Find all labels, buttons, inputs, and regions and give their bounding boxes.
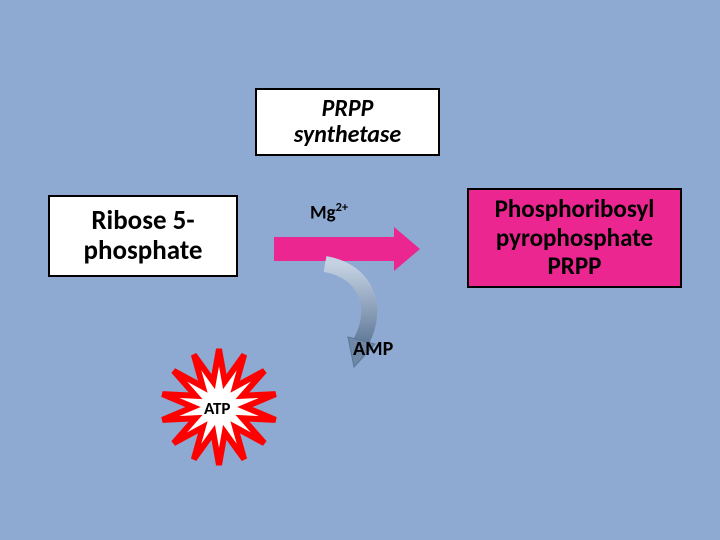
enzyme-label: PRPPsynthetase <box>294 96 401 149</box>
mg-base: Mg <box>310 201 336 224</box>
amp-label: AMP <box>353 337 393 361</box>
curved-arrow-path <box>325 264 369 347</box>
product-box: PhosphoribosylpyrophosphatePRPP <box>467 188 682 288</box>
product-label: PhosphoribosylpyrophosphatePRPP <box>495 195 655 281</box>
substrate-label: Ribose 5-phosphate <box>84 206 203 265</box>
substrate-box: Ribose 5-phosphate <box>48 195 238 277</box>
mg-cofactor-label: Mg2+ <box>310 200 348 224</box>
mg-sup: 2+ <box>336 200 348 215</box>
enzyme-box: PRPPsynthetase <box>255 88 440 156</box>
atp-label: ATP <box>204 398 230 419</box>
